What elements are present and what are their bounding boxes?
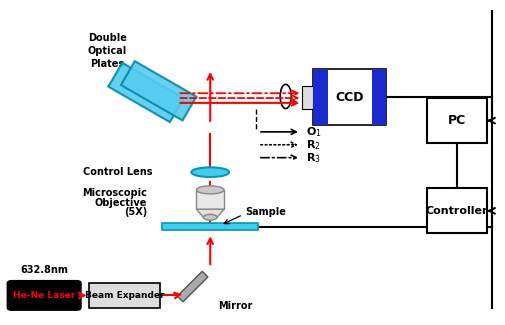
Polygon shape [121, 61, 196, 121]
Text: R$_3$: R$_3$ [305, 151, 320, 164]
Text: PC: PC [447, 114, 465, 127]
Text: O$_1$: O$_1$ [305, 125, 321, 139]
Polygon shape [196, 209, 224, 217]
Text: Sample: Sample [245, 207, 286, 217]
Ellipse shape [196, 186, 224, 194]
Text: Microscopic: Microscopic [82, 188, 147, 198]
Bar [162, 223, 258, 230]
Text: Objective: Objective [95, 198, 147, 208]
Text: R$_2$: R$_2$ [305, 138, 320, 152]
Bar [313, 69, 386, 125]
Bar [371, 69, 386, 125]
Text: Optical: Optical [87, 46, 126, 56]
Text: He-Ne Laser: He-Ne Laser [13, 291, 75, 300]
Text: CCD: CCD [335, 91, 364, 104]
Text: Plates: Plates [90, 59, 124, 69]
Text: Controller: Controller [425, 206, 487, 216]
Polygon shape [108, 63, 183, 122]
Bar [426, 98, 486, 143]
Bar [89, 283, 160, 307]
Ellipse shape [191, 167, 229, 177]
Text: Beam Expander: Beam Expander [85, 291, 164, 300]
Bar [196, 190, 224, 209]
Bar [313, 69, 327, 125]
FancyBboxPatch shape [8, 281, 81, 310]
Polygon shape [177, 271, 208, 302]
Text: Mirror: Mirror [217, 301, 251, 311]
Text: (5X): (5X) [124, 207, 147, 217]
Bar [301, 86, 313, 109]
Text: Control Lens: Control Lens [83, 167, 152, 177]
Text: Double: Double [87, 33, 126, 43]
Bar [426, 188, 486, 233]
Ellipse shape [203, 214, 217, 220]
Text: 632.8nm: 632.8nm [20, 265, 68, 275]
